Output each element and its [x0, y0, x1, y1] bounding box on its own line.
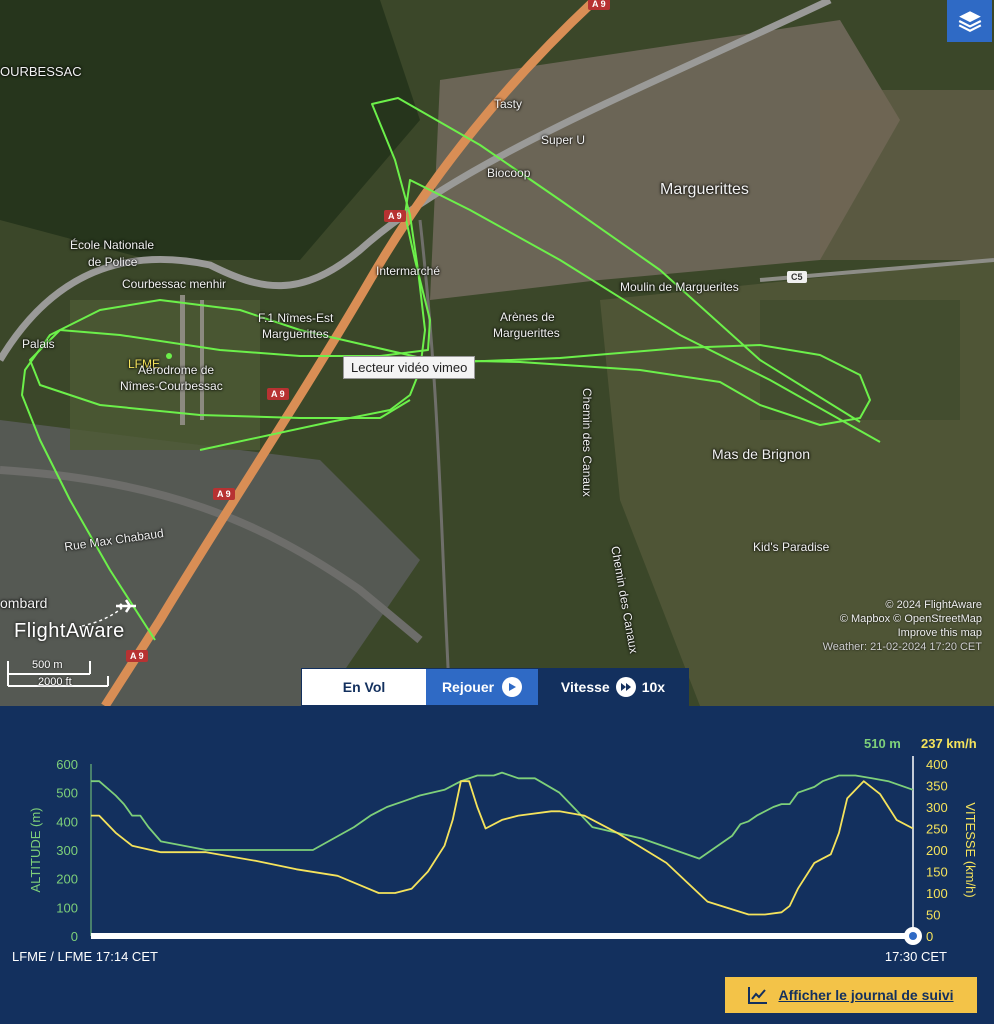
y-tick-label: 500 — [56, 786, 78, 801]
replay-label: Rejouer — [441, 679, 495, 695]
place-label: Moulin de Marguerites — [620, 280, 739, 294]
road-badge: A 9 — [213, 488, 235, 500]
y-tick-label: 300 — [56, 843, 78, 858]
sources-link[interactable]: © Mapbox © OpenStreetMap — [839, 613, 982, 625]
route-end-label: 17:30 CET — [884, 949, 947, 964]
y2-tick-label: 400 — [926, 757, 948, 772]
y2-axis-label: VITESSE (km/h) — [963, 802, 978, 897]
place-label: Intermarché — [376, 264, 441, 278]
y2-tick-label: 200 — [926, 843, 948, 858]
speed-value: 10x — [641, 679, 666, 695]
y-tick-label: 600 — [56, 757, 78, 772]
scale-imperial: 2000 ft — [38, 676, 72, 688]
scale-metric: 500 m — [32, 659, 63, 671]
fast-forward-icon — [615, 677, 636, 697]
layers-icon — [958, 11, 981, 32]
y2-tick-label: 0 — [926, 929, 933, 944]
place-label: de Police — [88, 255, 138, 269]
y-tick-label: 200 — [56, 872, 78, 887]
road-badge: A 9 — [126, 650, 148, 662]
flight-profile-panel: 0 100 200 300 400 500 600 0 50 100 150 200 250 300 350… — [0, 706, 994, 1024]
place-label: Mas de Brignon — [712, 446, 811, 462]
map-attribution: © 2024 FlightAware © Mapbox © OpenStreet… — [823, 598, 982, 654]
y-tick-label: 400 — [56, 814, 78, 829]
airport-label: LFME — [128, 357, 161, 371]
place-label: Nîmes-Courbessac — [120, 379, 223, 393]
copyright-text: © 2024 FlightAware — [885, 599, 982, 611]
y-tick-label: 100 — [56, 900, 78, 915]
flightaware-logo: FlightAware — [14, 620, 125, 642]
altitude-speed-chart: 0 100 200 300 400 500 600 0 50 100 150 200 250 300 350… — [28, 756, 978, 945]
street-label: Chemin des Canaux — [580, 388, 594, 497]
place-label: F.1 Nîmes-Est — [258, 311, 334, 325]
y2-tick-label: 150 — [926, 865, 948, 880]
place-label: Courbessac menhir — [122, 277, 227, 291]
place-label: OURBESSAC — [0, 64, 82, 79]
map-scale: 500 m 2000 ft — [6, 658, 110, 690]
y-axis-label: ALTITUDE (m) — [28, 808, 43, 893]
y2-tick-label: 300 — [926, 800, 948, 815]
place-label: Tasty — [494, 97, 523, 111]
flight-map[interactable]: OURBESSAC École Nationale de Police Cour… — [0, 0, 994, 706]
speed-button[interactable]: Vitesse 10x — [538, 669, 688, 705]
video-tooltip: Lecteur vidéo vimeo — [343, 356, 476, 379]
track-log-button[interactable]: Afficher le journal de suivi — [725, 977, 977, 1013]
playback-controls: En Vol Rejouer Vitesse 10x — [301, 668, 689, 706]
replay-button[interactable]: Rejouer — [426, 669, 538, 705]
layers-button[interactable] — [947, 0, 992, 42]
place-label: Biocoop — [487, 166, 531, 180]
y2-tick-label: 50 — [926, 908, 940, 923]
place-label: École Nationale — [70, 238, 155, 252]
place-label: Arènes de — [500, 310, 555, 324]
place-label: Marguerittes — [493, 326, 560, 340]
current-speed: 237 km/h — [921, 736, 977, 751]
weather-text: Weather: 21-02-2024 17:20 CET — [822, 641, 982, 653]
road-badge: A 9 — [588, 0, 610, 10]
place-label: Palais — [22, 337, 55, 351]
y2-tick-label: 100 — [926, 886, 948, 901]
chart-line-icon — [748, 987, 768, 1004]
improve-map-link[interactable]: Improve this map — [897, 627, 982, 639]
route-start-label: LFME / LFME 17:14 CET — [12, 949, 158, 964]
en-vol-tab[interactable]: En Vol — [302, 669, 426, 705]
current-altitude: 510 m — [864, 736, 901, 751]
track-log-label: Afficher le journal de suivi — [778, 987, 954, 1003]
speed-series-line — [91, 780, 914, 916]
place-label: Super U — [541, 133, 586, 147]
road-badge: A 9 — [267, 388, 289, 400]
town-label: Marguerittes — [660, 181, 749, 198]
timeline-handle-center — [909, 932, 917, 940]
y2-tick-label: 250 — [926, 822, 948, 837]
plane-icon — [81, 599, 136, 627]
road-badge: A 9 — [384, 210, 406, 222]
altitude-series-line — [91, 771, 914, 860]
y-tick-label: 0 — [71, 929, 78, 944]
road-badge: C5 — [787, 271, 807, 283]
place-label: Marguerittes — [262, 327, 329, 341]
speed-label: Vitesse — [560, 679, 610, 695]
play-icon — [502, 677, 523, 697]
y2-tick-label: 350 — [926, 779, 948, 794]
place-label: Kid's Paradise — [753, 540, 830, 554]
place-label: Aérodrome de — [138, 363, 215, 377]
place-label: ombard — [0, 595, 48, 611]
map-base — [0, 0, 994, 706]
